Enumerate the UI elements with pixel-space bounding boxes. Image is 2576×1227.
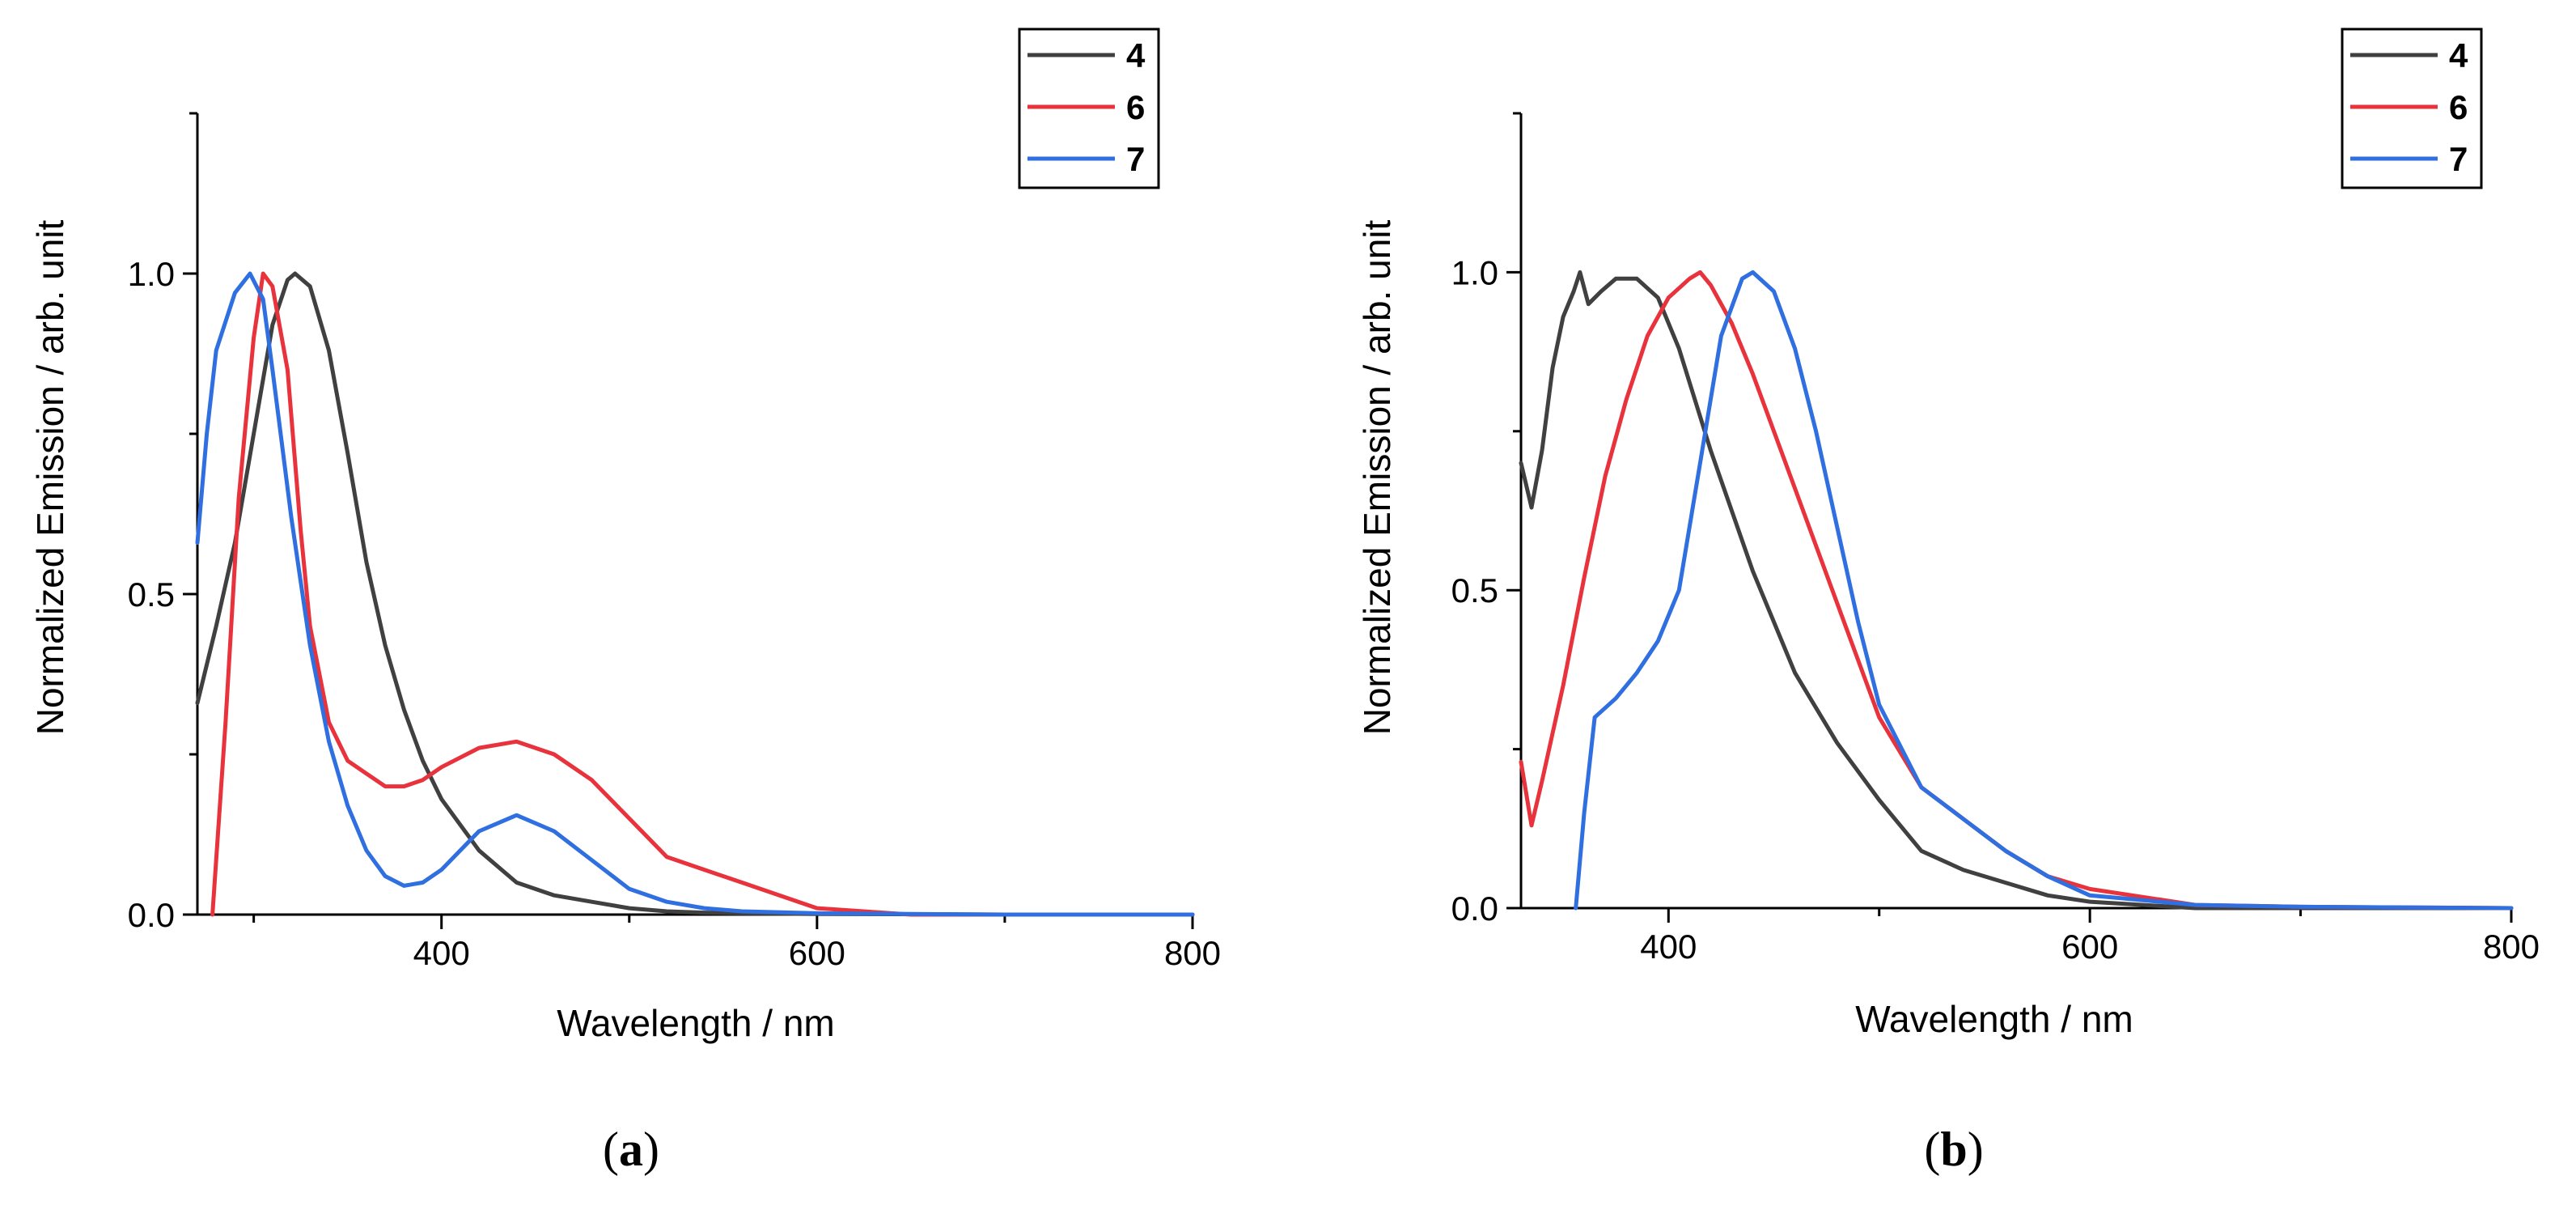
panel-b-legend-label-4: 4 [2449,36,2468,74]
panel-a-caption-close: ) [643,1123,659,1176]
panel-b-xlabel: Wavelength / nm [1855,998,2133,1040]
panel-b-y-tick-label: 0.0 [1451,889,1498,928]
panel-a-legend-label-6: 6 [1126,88,1145,126]
panel-b-caption-letter: b [1940,1123,1967,1176]
panel-b-series-4-line [1519,270,2514,911]
panel-b-caption-close: ) [1968,1123,1984,1176]
panel-b-legend-label-6: 6 [2449,88,2468,126]
panel-b-ylabel: Normalized Emission / arb. unit [1356,220,1398,736]
panel-a-x-tick-label: 400 [413,934,470,972]
panel-a-y-tick-label: 1.0 [128,255,175,293]
panel-a-x-tick-label: 600 [789,934,845,972]
panel-b-chart: Normalized Emission / arb. unit Waveleng… [1356,28,2540,1040]
panel-b-series-7-line [1574,270,2514,911]
panel-a-caption-letter: a [619,1123,643,1176]
panel-a-caption: (a) [603,1123,659,1176]
panel-a-chart: Normalized Emission / arb. unit Waveleng… [29,28,1221,1044]
panel-a-x-tick-label: 800 [1164,934,1221,972]
panel-b-legend: 4 6 7 [2341,28,2483,189]
panel-a-series-7-line [195,271,1195,917]
panel-b-x-tick-label: 800 [2483,928,2540,966]
panel-b-series-6-line [1519,270,2514,911]
panel-a-series-4-line [195,271,1195,917]
panel-b-x-tick-label: 600 [2061,928,2118,966]
panel-b-x-tick-label: 400 [1640,928,1697,966]
panel-b-legend-label-7: 7 [2449,140,2468,178]
panel-b-caption: (b) [1924,1123,1983,1176]
panel-b-y-tick-label: 0.5 [1451,571,1498,609]
panel-a-caption-open: ( [603,1123,619,1176]
panel-a-y-tick-label: 0.0 [128,896,175,934]
panel-a-legend: 4 6 7 [1018,28,1160,189]
panel-a-y-tick-label: 0.5 [128,575,175,614]
panel-a-ylabel: Normalized Emission / arb. unit [29,220,71,736]
panel-b-caption-open: ( [1924,1123,1940,1176]
panel-a-legend-label-4: 4 [1126,36,1146,74]
panel-a-xlabel: Wavelength / nm [557,1002,834,1044]
panel-a-legend-label-7: 7 [1126,140,1145,178]
panel-b-y-tick-label: 1.0 [1451,253,1498,291]
panel-a-series-6-line [210,271,1195,917]
